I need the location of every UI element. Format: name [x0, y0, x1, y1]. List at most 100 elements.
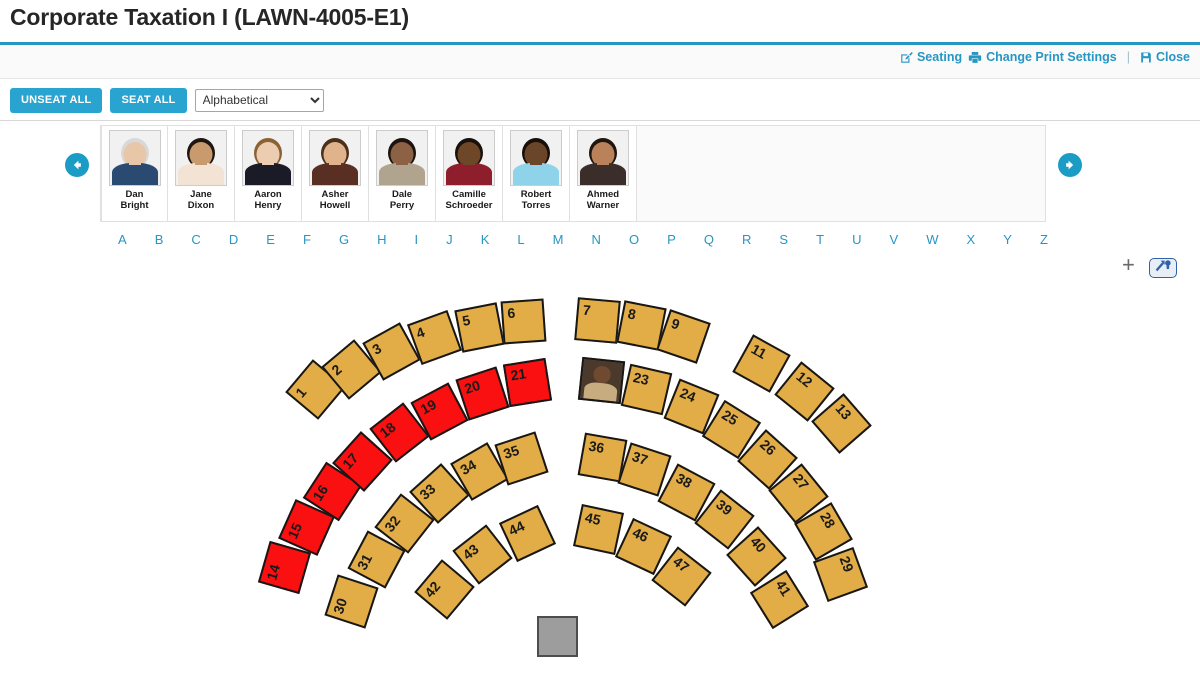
seat-number: 19 — [417, 396, 439, 418]
edit-square-icon — [900, 51, 913, 64]
toolbar: UNSEAT ALL SEAT ALL Alphabetical — [0, 80, 1200, 121]
roster-student-card[interactable]: Camille Schroeder — [436, 126, 503, 221]
seat-number: 7 — [582, 301, 592, 319]
seat-number: 24 — [677, 384, 699, 406]
alphabet-letter-f[interactable]: F — [302, 231, 311, 247]
seat-5[interactable]: 5 — [454, 302, 505, 353]
alphabet-letter-g[interactable]: G — [338, 231, 350, 247]
seat-number: 42 — [421, 578, 444, 601]
alphabet-letter-w[interactable]: W — [926, 231, 939, 247]
alphabet-letter-l[interactable]: L — [517, 231, 525, 247]
roster-student-name: Dale Perry — [389, 189, 415, 211]
roster-student-card[interactable]: Jane Dixon — [168, 126, 235, 221]
seat-45[interactable]: 45 — [572, 503, 625, 556]
alphabet-letter-c[interactable]: C — [191, 231, 201, 247]
seat-number: 43 — [459, 540, 482, 563]
roster-student-card[interactable]: Dan Bright — [101, 126, 168, 221]
alphabet-letter-h[interactable]: H — [377, 231, 387, 247]
close-link[interactable]: Close — [1140, 50, 1190, 64]
seated-student-photo — [580, 359, 623, 402]
seat-6[interactable]: 6 — [500, 298, 547, 345]
seat-number: 16 — [309, 481, 332, 504]
alphabet-letter-p[interactable]: P — [667, 231, 676, 247]
roster-student-name: Aaron Henry — [254, 189, 282, 211]
change-print-settings-link[interactable]: Change Print Settings — [968, 50, 1117, 64]
roster-student-card[interactable]: Robert Torres — [503, 126, 570, 221]
avatar — [510, 130, 562, 186]
seat-number: 35 — [501, 441, 522, 462]
roster-list[interactable]: Dan Bright Jane Dixon Aaron Henry Asher Howell D… — [100, 125, 1046, 222]
alphabet-letter-i[interactable]: I — [414, 231, 419, 247]
alphabet-letter-u[interactable]: U — [852, 231, 862, 247]
alphabet-letter-o[interactable]: O — [628, 231, 640, 247]
avatar — [108, 130, 161, 186]
alphabet-letter-y[interactable]: Y — [1003, 231, 1012, 247]
alphabet-letter-a[interactable]: A — [118, 231, 127, 247]
alphabet-letter-x[interactable]: X — [966, 231, 976, 247]
save-disk-icon — [1140, 51, 1152, 64]
podium[interactable] — [537, 616, 578, 657]
seat-number: 39 — [713, 496, 736, 519]
alphabet-letter-j[interactable]: J — [446, 231, 453, 247]
seat-number: 25 — [719, 406, 741, 429]
swap-photo-icon-button[interactable] — [1149, 258, 1177, 278]
seat-number: 3 — [369, 339, 385, 358]
seat-number: 33 — [416, 480, 439, 503]
alphabet-letter-b[interactable]: B — [154, 231, 164, 247]
alphabet-letter-t[interactable]: T — [816, 231, 825, 247]
seat-number: 5 — [460, 311, 472, 329]
alphabet-letter-n[interactable]: N — [591, 231, 601, 247]
seat-number: 46 — [630, 524, 651, 546]
roster-strip: Dan Bright Jane Dixon Aaron Henry Asher Howell D… — [0, 125, 1200, 278]
seat-number: 40 — [747, 533, 770, 556]
roster-next-button[interactable] — [1058, 153, 1082, 177]
sort-order-select[interactable]: Alphabetical — [194, 88, 324, 112]
seat-number: 9 — [669, 314, 682, 333]
seat-number: 18 — [376, 418, 399, 441]
title-divider — [0, 42, 1200, 45]
seat-21[interactable]: 21 — [502, 357, 553, 408]
alphabet-letter-z[interactable]: Z — [1039, 231, 1048, 247]
seat-number: 26 — [756, 436, 780, 459]
alphabet-letter-e[interactable]: E — [266, 231, 275, 247]
arrow-right-circle-icon — [1063, 158, 1077, 172]
seat-number: 2 — [328, 361, 345, 379]
alphabet-letter-r[interactable]: R — [741, 231, 752, 247]
action-bar — [0, 45, 1200, 79]
seat-number: 17 — [339, 449, 362, 473]
alphabet-letter-k[interactable]: K — [480, 231, 490, 247]
alphabet-letter-q[interactable]: Q — [703, 231, 714, 247]
alphabet-letter-s[interactable]: S — [779, 231, 789, 247]
seat-number: 31 — [353, 551, 376, 573]
action-links: Seating Change Print Settings | Cl — [900, 50, 1190, 64]
seat-22[interactable] — [577, 356, 626, 405]
seat-number: 27 — [789, 470, 813, 493]
seat-all-button[interactable]: SEAT ALL — [110, 87, 187, 113]
printer-icon — [968, 51, 982, 64]
seating-link[interactable]: Seating — [900, 50, 962, 64]
seat-number: 23 — [631, 368, 651, 389]
roster-student-card[interactable]: Aaron Henry — [235, 126, 302, 221]
roster-student-card[interactable]: Dale Perry — [369, 126, 436, 221]
seat-23[interactable]: 23 — [620, 363, 673, 416]
seating-chart[interactable]: 1 2 3 4 5 6 7 8 9 11 12 13 14 15 16 17 18 19 20 21 23 24 25 26 2… — [0, 258, 1200, 674]
seat-number: 12 — [793, 368, 816, 391]
action-separator: | — [1126, 50, 1130, 64]
close-link-label: Close — [1155, 50, 1190, 64]
alphabet-letter-v[interactable]: V — [889, 231, 899, 247]
avatar — [577, 130, 629, 186]
roster-prev-button[interactable] — [65, 153, 89, 177]
seat-30[interactable]: 30 — [324, 574, 379, 629]
seat-number: 45 — [583, 509, 603, 529]
alphabet-letter-d[interactable]: D — [228, 231, 239, 247]
seat-number: 34 — [457, 456, 479, 478]
add-student-button[interactable]: + — [1122, 252, 1135, 277]
roster-student-name: Jane Dixon — [187, 189, 215, 211]
alphabet-letter-m[interactable]: M — [552, 231, 564, 247]
roster-student-card[interactable]: Ahmed Warner — [570, 126, 637, 221]
roster-student-card[interactable]: Asher Howell — [302, 126, 369, 221]
unseat-all-button[interactable]: UNSEAT ALL — [10, 87, 103, 113]
avatar — [309, 130, 361, 186]
seat-7[interactable]: 7 — [574, 297, 621, 344]
avatar — [175, 130, 227, 186]
